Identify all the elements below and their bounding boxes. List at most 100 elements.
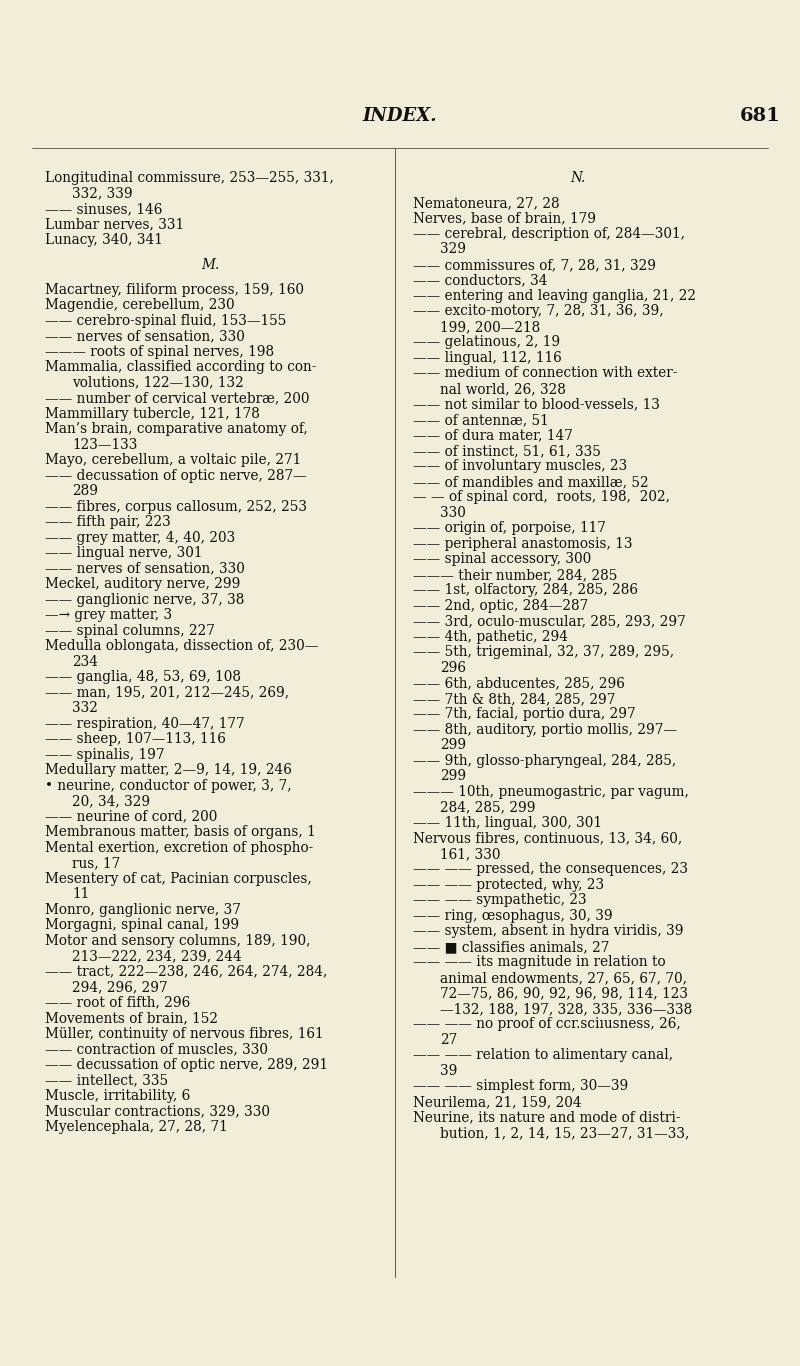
- Text: 330: 330: [440, 505, 466, 520]
- Text: 20, 34, 329: 20, 34, 329: [72, 794, 150, 809]
- Text: Nervous fibres, continuous, 13, 34, 60,: Nervous fibres, continuous, 13, 34, 60,: [413, 832, 682, 846]
- Text: Neurine, its nature and mode of distri-: Neurine, its nature and mode of distri-: [413, 1111, 681, 1124]
- Text: —— medium of connection with exter-: —— medium of connection with exter-: [413, 366, 678, 380]
- Text: —— 2nd, optic, 284—287: —— 2nd, optic, 284—287: [413, 598, 588, 613]
- Text: Movements of brain, 152: Movements of brain, 152: [45, 1011, 218, 1024]
- Text: —— tract, 222—238, 246, 264, 274, 284,: —— tract, 222—238, 246, 264, 274, 284,: [45, 964, 327, 978]
- Text: —— ■ classifies animals, 27: —— ■ classifies animals, 27: [413, 940, 610, 953]
- Text: Magendie, cerebellum, 230: Magendie, cerebellum, 230: [45, 298, 234, 311]
- Text: 289: 289: [72, 484, 98, 499]
- Text: Medulla oblongata, dissection of, 230—: Medulla oblongata, dissection of, 230—: [45, 639, 318, 653]
- Text: ——— roots of spinal nerves, 198: ——— roots of spinal nerves, 198: [45, 344, 274, 359]
- Text: —— nerves of sensation, 330: —— nerves of sensation, 330: [45, 329, 245, 343]
- Text: —— of antennæ, 51: —— of antennæ, 51: [413, 413, 549, 426]
- Text: —132, 188, 197, 328, 335, 336—338: —132, 188, 197, 328, 335, 336—338: [440, 1001, 692, 1016]
- Text: —— conductors, 34: —— conductors, 34: [413, 273, 547, 287]
- Text: —— —— pressed, the consequences, 23: —— —— pressed, the consequences, 23: [413, 862, 688, 877]
- Text: Mammillary tubercle, 121, 178: Mammillary tubercle, 121, 178: [45, 407, 260, 421]
- Text: 11: 11: [72, 887, 90, 902]
- Text: —— ganglia, 48, 53, 69, 108: —— ganglia, 48, 53, 69, 108: [45, 671, 241, 684]
- Text: Monro, ganglionic nerve, 37: Monro, ganglionic nerve, 37: [45, 903, 241, 917]
- Text: 161, 330: 161, 330: [440, 847, 501, 861]
- Text: 72—75, 86, 90, 92, 96, 98, 114, 123: 72—75, 86, 90, 92, 96, 98, 114, 123: [440, 986, 688, 1000]
- Text: —— not similar to blood-vessels, 13: —— not similar to blood-vessels, 13: [413, 398, 660, 411]
- Text: nal world, 26, 328: nal world, 26, 328: [440, 382, 566, 396]
- Text: — — of spinal cord,  roots, 198,  202,: — — of spinal cord, roots, 198, 202,: [413, 490, 670, 504]
- Text: Medullary matter, 2—9, 14, 19, 246: Medullary matter, 2—9, 14, 19, 246: [45, 764, 292, 777]
- Text: —— nerves of sensation, 330: —— nerves of sensation, 330: [45, 561, 245, 575]
- Text: Man’s brain, comparative anatomy of,: Man’s brain, comparative anatomy of,: [45, 422, 308, 436]
- Text: 123—133: 123—133: [72, 437, 138, 452]
- Text: volutions, 122—130, 132: volutions, 122—130, 132: [72, 376, 244, 389]
- Text: —— lingual nerve, 301: —— lingual nerve, 301: [45, 546, 202, 560]
- Text: —— commissures of, 7, 28, 31, 329: —— commissures of, 7, 28, 31, 329: [413, 258, 656, 272]
- Text: N.: N.: [570, 171, 586, 184]
- Text: 299: 299: [440, 738, 466, 753]
- Text: —— —— protected, why, 23: —— —— protected, why, 23: [413, 878, 604, 892]
- Text: Lumbar nerves, 331: Lumbar nerves, 331: [45, 217, 184, 231]
- Text: —— spinal accessory, 300: —— spinal accessory, 300: [413, 552, 591, 567]
- Text: —— contraction of muscles, 330: —— contraction of muscles, 330: [45, 1042, 268, 1056]
- Text: —— spinal columns, 227: —— spinal columns, 227: [45, 624, 215, 638]
- Text: • neurine, conductor of power, 3, 7,: • neurine, conductor of power, 3, 7,: [45, 779, 292, 792]
- Text: —— 6th, abducentes, 285, 296: —— 6th, abducentes, 285, 296: [413, 676, 625, 690]
- Text: —— 1st, olfactory, 284, 285, 286: —— 1st, olfactory, 284, 285, 286: [413, 583, 638, 597]
- Text: Mammalia, classified according to con-: Mammalia, classified according to con-: [45, 361, 316, 374]
- Text: Muscular contractions, 329, 330: Muscular contractions, 329, 330: [45, 1104, 270, 1119]
- Text: —— system, absent in hydra viridis, 39: —— system, absent in hydra viridis, 39: [413, 925, 683, 938]
- Text: 234: 234: [72, 654, 98, 668]
- Text: Mental exertion, excretion of phospho-: Mental exertion, excretion of phospho-: [45, 840, 314, 855]
- Text: —— cerebro-spinal fluid, 153—155: —— cerebro-spinal fluid, 153—155: [45, 314, 286, 328]
- Text: —— entering and leaving ganglia, 21, 22: —— entering and leaving ganglia, 21, 22: [413, 288, 696, 303]
- Text: —— spinalis, 197: —— spinalis, 197: [45, 747, 165, 762]
- Text: —— —— relation to alimentary canal,: —— —— relation to alimentary canal,: [413, 1048, 673, 1063]
- Text: 27: 27: [440, 1033, 458, 1046]
- Text: —— number of cervical vertebræ, 200: —— number of cervical vertebræ, 200: [45, 391, 310, 406]
- Text: —— man, 195, 201, 212—245, 269,: —— man, 195, 201, 212—245, 269,: [45, 686, 289, 699]
- Text: —— —— no proof of ccr.sciıusness, 26,: —— —— no proof of ccr.sciıusness, 26,: [413, 1018, 681, 1031]
- Text: —— of instinct, 51, 61, 335: —— of instinct, 51, 61, 335: [413, 444, 601, 458]
- Text: 332: 332: [72, 701, 98, 714]
- Text: 332, 339: 332, 339: [72, 187, 133, 201]
- Text: Macartney, filiform process, 159, 160: Macartney, filiform process, 159, 160: [45, 283, 304, 296]
- Text: —— decussation of optic nerve, 289, 291: —— decussation of optic nerve, 289, 291: [45, 1057, 328, 1071]
- Text: —— cerebral, description of, 284—301,: —— cerebral, description of, 284—301,: [413, 227, 685, 240]
- Text: —— 7th, facial, portio dura, 297: —— 7th, facial, portio dura, 297: [413, 708, 636, 721]
- Text: M.: M.: [201, 258, 219, 272]
- Text: —— decussation of optic nerve, 287—: —— decussation of optic nerve, 287—: [45, 469, 306, 482]
- Text: ——— their number, 284, 285: ——— their number, 284, 285: [413, 568, 618, 582]
- Text: —— fifth pair, 223: —— fifth pair, 223: [45, 515, 170, 529]
- Text: Nematoneura, 27, 28: Nematoneura, 27, 28: [413, 195, 560, 210]
- Text: Müller, continuity of nervous fibres, 161: Müller, continuity of nervous fibres, 16…: [45, 1027, 324, 1041]
- Text: ——— 10th, pneumogastric, par vagum,: ——— 10th, pneumogastric, par vagum,: [413, 785, 689, 799]
- Text: 299: 299: [440, 769, 466, 783]
- Text: Mayo, cerebellum, a voltaic pile, 271: Mayo, cerebellum, a voltaic pile, 271: [45, 454, 302, 467]
- Text: —— 8th, auditory, portio mollis, 297—: —— 8th, auditory, portio mollis, 297—: [413, 723, 677, 736]
- Text: 199, 200—218: 199, 200—218: [440, 320, 540, 333]
- Text: 329: 329: [440, 242, 466, 257]
- Text: —— 3rd, oculo-muscular, 285, 293, 297: —— 3rd, oculo-muscular, 285, 293, 297: [413, 615, 686, 628]
- Text: —— sinuses, 146: —— sinuses, 146: [45, 202, 162, 216]
- Text: —— origin of, porpoise, 117: —— origin of, porpoise, 117: [413, 522, 606, 535]
- Text: Lunacy, 340, 341: Lunacy, 340, 341: [45, 234, 163, 247]
- Text: Mesentery of cat, Pacinian corpuscles,: Mesentery of cat, Pacinian corpuscles,: [45, 872, 312, 885]
- Text: —— peripheral anastomosis, 13: —— peripheral anastomosis, 13: [413, 537, 633, 550]
- Text: —— sheep, 107—113, 116: —— sheep, 107—113, 116: [45, 732, 226, 746]
- Text: —— 4th, pathetic, 294: —— 4th, pathetic, 294: [413, 630, 568, 643]
- Text: —— of mandibles and maxillæ, 52: —— of mandibles and maxillæ, 52: [413, 475, 649, 489]
- Text: —— fibres, corpus callosum, 252, 253: —— fibres, corpus callosum, 252, 253: [45, 500, 307, 514]
- Text: —— excito-motory, 7, 28, 31, 36, 39,: —— excito-motory, 7, 28, 31, 36, 39,: [413, 305, 664, 318]
- Text: —— ring, œsophagus, 30, 39: —— ring, œsophagus, 30, 39: [413, 908, 613, 923]
- Text: Motor and sensory columns, 189, 190,: Motor and sensory columns, 189, 190,: [45, 933, 310, 948]
- Text: Myelencephala, 27, 28, 71: Myelencephala, 27, 28, 71: [45, 1120, 228, 1134]
- Text: —— 5th, trigeminal, 32, 37, 289, 295,: —— 5th, trigeminal, 32, 37, 289, 295,: [413, 645, 674, 660]
- Text: 296: 296: [440, 661, 466, 675]
- Text: animal endowments, 27, 65, 67, 70,: animal endowments, 27, 65, 67, 70,: [440, 971, 687, 985]
- Text: 681: 681: [739, 107, 781, 126]
- Text: —— of involuntary muscles, 23: —— of involuntary muscles, 23: [413, 459, 627, 473]
- Text: rus, 17: rus, 17: [72, 856, 120, 870]
- Text: —— 7th & 8th, 284, 285, 297: —— 7th & 8th, 284, 285, 297: [413, 691, 615, 706]
- Text: 213—222, 234, 239, 244: 213—222, 234, 239, 244: [72, 949, 242, 963]
- Text: —— lingual, 112, 116: —— lingual, 112, 116: [413, 351, 562, 365]
- Text: Meckel, auditory nerve, 299: Meckel, auditory nerve, 299: [45, 576, 240, 591]
